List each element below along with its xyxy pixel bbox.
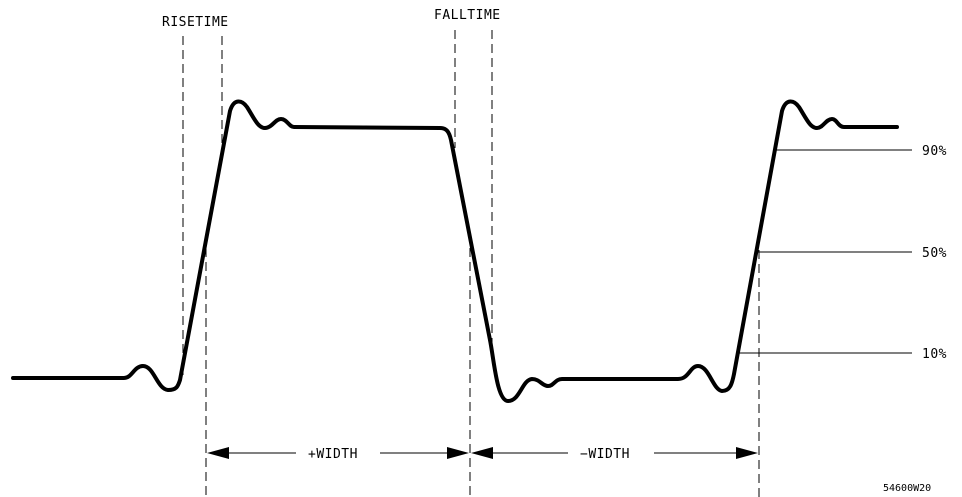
level-50-label: 50% [922,246,947,261]
plus-width-right-arrow [447,447,469,459]
figure-id-label: 54600W20 [883,483,931,494]
minus-width-label: −WIDTH [580,447,630,462]
minus-width-right-arrow [736,447,758,459]
plus-width-left-arrow [207,447,229,459]
minus-width-left-arrow [471,447,493,459]
level-90-label: 90% [922,144,947,159]
risetime-label: RISETIME [162,15,229,30]
pulse-waveform [11,99,899,403]
plus-width-label: +WIDTH [308,447,358,462]
level-10-label: 10% [922,347,947,362]
falltime-label: FALLTIME [434,8,501,23]
